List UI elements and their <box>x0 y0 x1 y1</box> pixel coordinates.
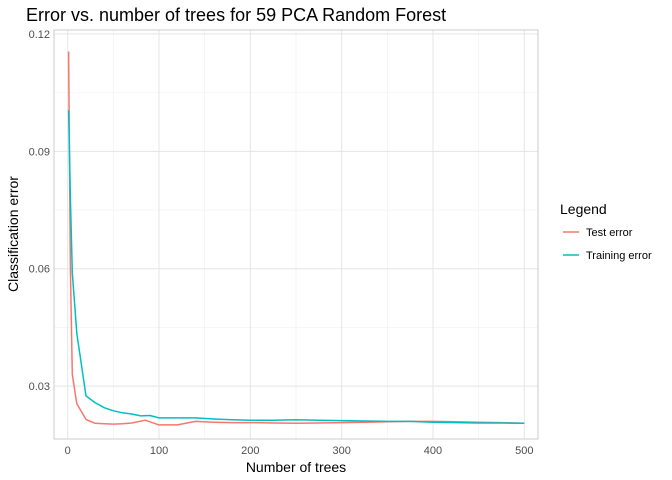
legend: Legend Test error Training error <box>560 201 652 262</box>
grid-minor <box>54 30 538 439</box>
y-tick-label: 0.06 <box>29 264 50 276</box>
x-tick-label: 100 <box>150 445 168 457</box>
x-tick-label: 200 <box>241 445 259 457</box>
series-layer <box>67 51 525 426</box>
chart-title: Error vs. number of trees for 59 PCA Ran… <box>26 5 446 25</box>
y-tick-label: 0.03 <box>29 381 50 393</box>
x-tick-label: 0 <box>65 445 71 457</box>
legend-items: Test error Training error <box>563 227 652 262</box>
x-axis-label: Number of trees <box>246 459 346 475</box>
x-axis-ticks: 0 100 200 300 400 500 <box>65 445 534 457</box>
series-line-training-error <box>67 110 525 425</box>
grid-major <box>54 30 538 439</box>
plot-panel-border <box>53 29 539 440</box>
x-tick-label: 500 <box>515 445 533 457</box>
x-tick-label: 400 <box>424 445 442 457</box>
y-axis-label: Classification error <box>5 176 21 292</box>
legend-label: Test error <box>586 227 633 239</box>
x-tick-label: 300 <box>332 445 350 457</box>
legend-item: Training error <box>563 250 652 262</box>
legend-title: Legend <box>560 201 607 217</box>
legend-label: Training error <box>586 250 652 262</box>
legend-item: Test error <box>563 227 633 239</box>
y-axis-ticks: 0.03 0.06 0.09 0.12 <box>29 29 50 393</box>
y-tick-label: 0.09 <box>29 146 50 158</box>
y-tick-label: 0.12 <box>29 29 50 41</box>
